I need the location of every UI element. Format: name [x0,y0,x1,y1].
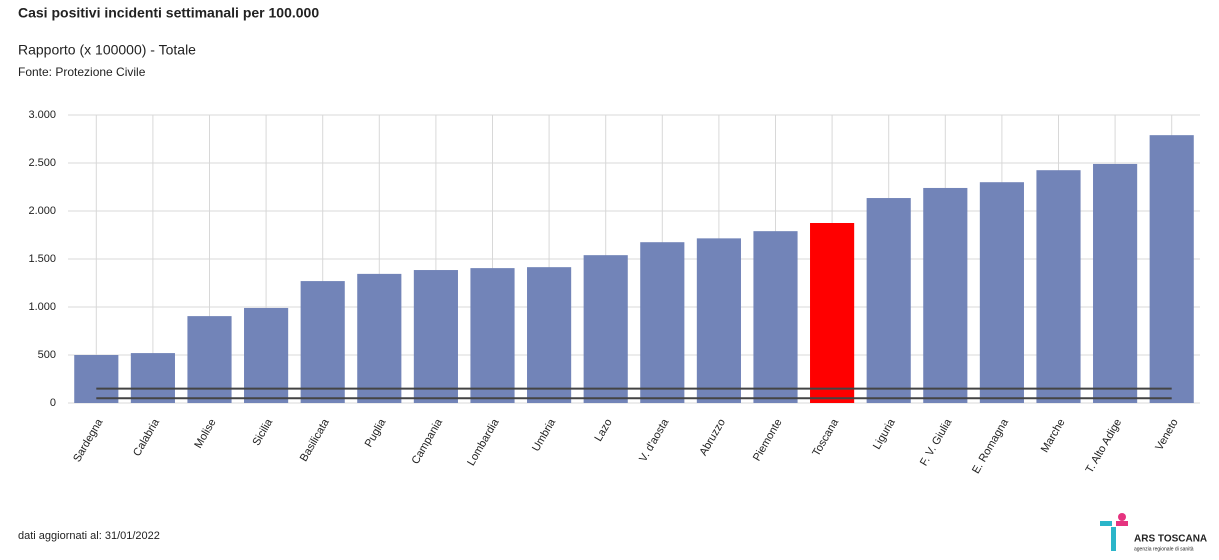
bar [74,355,119,403]
bar [1036,170,1081,403]
bar [300,281,345,403]
y-tick-label: 0 [50,397,56,409]
bar [979,182,1024,403]
logo-tagline: agenzia regionale di sanità [1134,546,1194,552]
bar [923,187,968,403]
bar [810,223,855,403]
x-tick-label: V. d'aosta [637,416,672,464]
chart-subtitle: Rapporto (x 100000) - Totale [18,42,196,58]
logo-shape [1118,513,1126,521]
x-tick-label: Veneto [1153,417,1181,453]
x-tick-label: Liguria [871,416,898,451]
x-tick-label: Calabria [131,416,162,458]
x-tick-label: Basilicata [298,416,332,464]
x-tick-label: T. Alto Adige [1084,417,1125,475]
y-tick-label: 3.000 [28,109,56,121]
chart-title: Casi positivi incidenti settimanali per … [18,5,319,21]
y-tick-label: 1.500 [28,253,56,265]
bar [753,231,798,403]
bar [527,267,572,403]
x-tick-label: Lazo [592,417,614,444]
bar [244,307,289,403]
y-tick-label: 2.500 [28,157,56,169]
bar [1093,163,1138,403]
bar [187,316,232,403]
x-tick-label: F. V. Giulia [918,416,955,468]
x-tick-label: Puglia [363,416,389,449]
bar [470,268,515,403]
logo-shape [1116,521,1128,526]
bar [866,198,911,403]
x-tick-label: Molise [192,417,218,451]
y-tick-label: 2.000 [28,205,56,217]
bar [357,273,402,403]
x-tick-label: Umbria [530,416,559,453]
y-tick-label: 1.000 [28,301,56,313]
bar [640,242,685,403]
bar [583,255,628,403]
bar [130,353,175,403]
bar [696,238,741,403]
x-tick-label: Lombardia [465,416,502,468]
bar [1149,135,1194,403]
logo-shape [1100,521,1112,526]
source: Fonte: Protezione Civile [18,65,146,79]
logo-text: ARS TOSCANA [1134,534,1207,545]
x-tick-label: E. Romagna [970,416,1011,476]
x-tick-label: Toscana [810,416,841,458]
x-tick-label: Sardegna [71,416,106,464]
x-tick-label: Abruzzo [697,417,728,458]
x-tick-label: Marche [1039,417,1068,455]
y-tick-label: 500 [38,349,56,361]
x-tick-label: Sicilia [250,416,275,448]
logo-shape [1111,527,1116,551]
logo: ARS TOSCANA agenzia regionale di sanità [1100,513,1207,552]
x-tick-label: Campania [410,416,446,466]
x-tick-label: Piemonte [751,417,785,463]
bar [413,270,458,403]
footer: dati aggiornati al: 31/01/2022 [18,530,160,542]
